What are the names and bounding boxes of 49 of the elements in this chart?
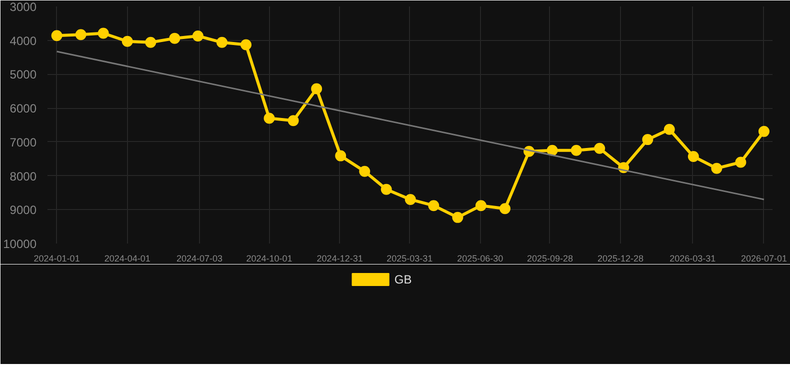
point <box>404 194 416 205</box>
point <box>216 36 228 48</box>
point <box>570 144 582 156</box>
point <box>664 124 675 135</box>
point <box>452 212 464 223</box>
point <box>335 150 346 162</box>
point <box>311 83 322 94</box>
x-tick-label: 2024-07-03 <box>176 254 223 264</box>
point <box>642 134 654 146</box>
point <box>380 184 392 195</box>
y-tick-label: 3000 <box>10 0 37 14</box>
x-tick-label: 2024-01-01 <box>34 254 80 264</box>
point <box>75 29 86 40</box>
point <box>264 112 275 124</box>
point <box>122 36 133 47</box>
point <box>546 144 558 156</box>
x-tick-label: 2026-03-31 <box>670 254 716 264</box>
y-tick-label: 10000 <box>3 237 37 251</box>
y-tick-label: 4000 <box>10 34 37 48</box>
legend-label: GB <box>394 272 412 286</box>
x-tick-label: 2025-12-28 <box>598 254 644 264</box>
x-tick-label: 2025-09-28 <box>526 254 573 264</box>
point <box>288 115 299 126</box>
y-tick-label: 8000 <box>10 169 37 184</box>
point <box>499 203 510 214</box>
y-tick-label: 7000 <box>10 135 37 150</box>
x-tick-label: 2024-12-31 <box>316 254 363 264</box>
x-tick-label: 2026-07-01 <box>740 254 787 264</box>
x-tick-label: 2025-06-30 <box>457 254 504 264</box>
point <box>428 200 440 212</box>
x-tick-label: 2025-03-31 <box>386 254 433 264</box>
point <box>475 200 486 212</box>
x-tick-label: 2024-10-01 <box>246 254 292 264</box>
point <box>98 28 109 39</box>
y-tick-label: 9000 <box>10 203 37 218</box>
point <box>735 156 746 168</box>
point <box>145 36 156 48</box>
y-tick-label: 6000 <box>10 102 37 116</box>
point <box>359 166 370 177</box>
point <box>192 30 204 42</box>
point <box>51 30 62 42</box>
point <box>711 162 722 174</box>
point <box>758 126 770 137</box>
point <box>169 32 180 44</box>
point <box>240 39 252 50</box>
point <box>594 142 606 154</box>
point <box>688 150 699 162</box>
y-tick-label: 5000 <box>10 68 37 82</box>
x-tick-label: 2024-04-01 <box>104 254 150 264</box>
